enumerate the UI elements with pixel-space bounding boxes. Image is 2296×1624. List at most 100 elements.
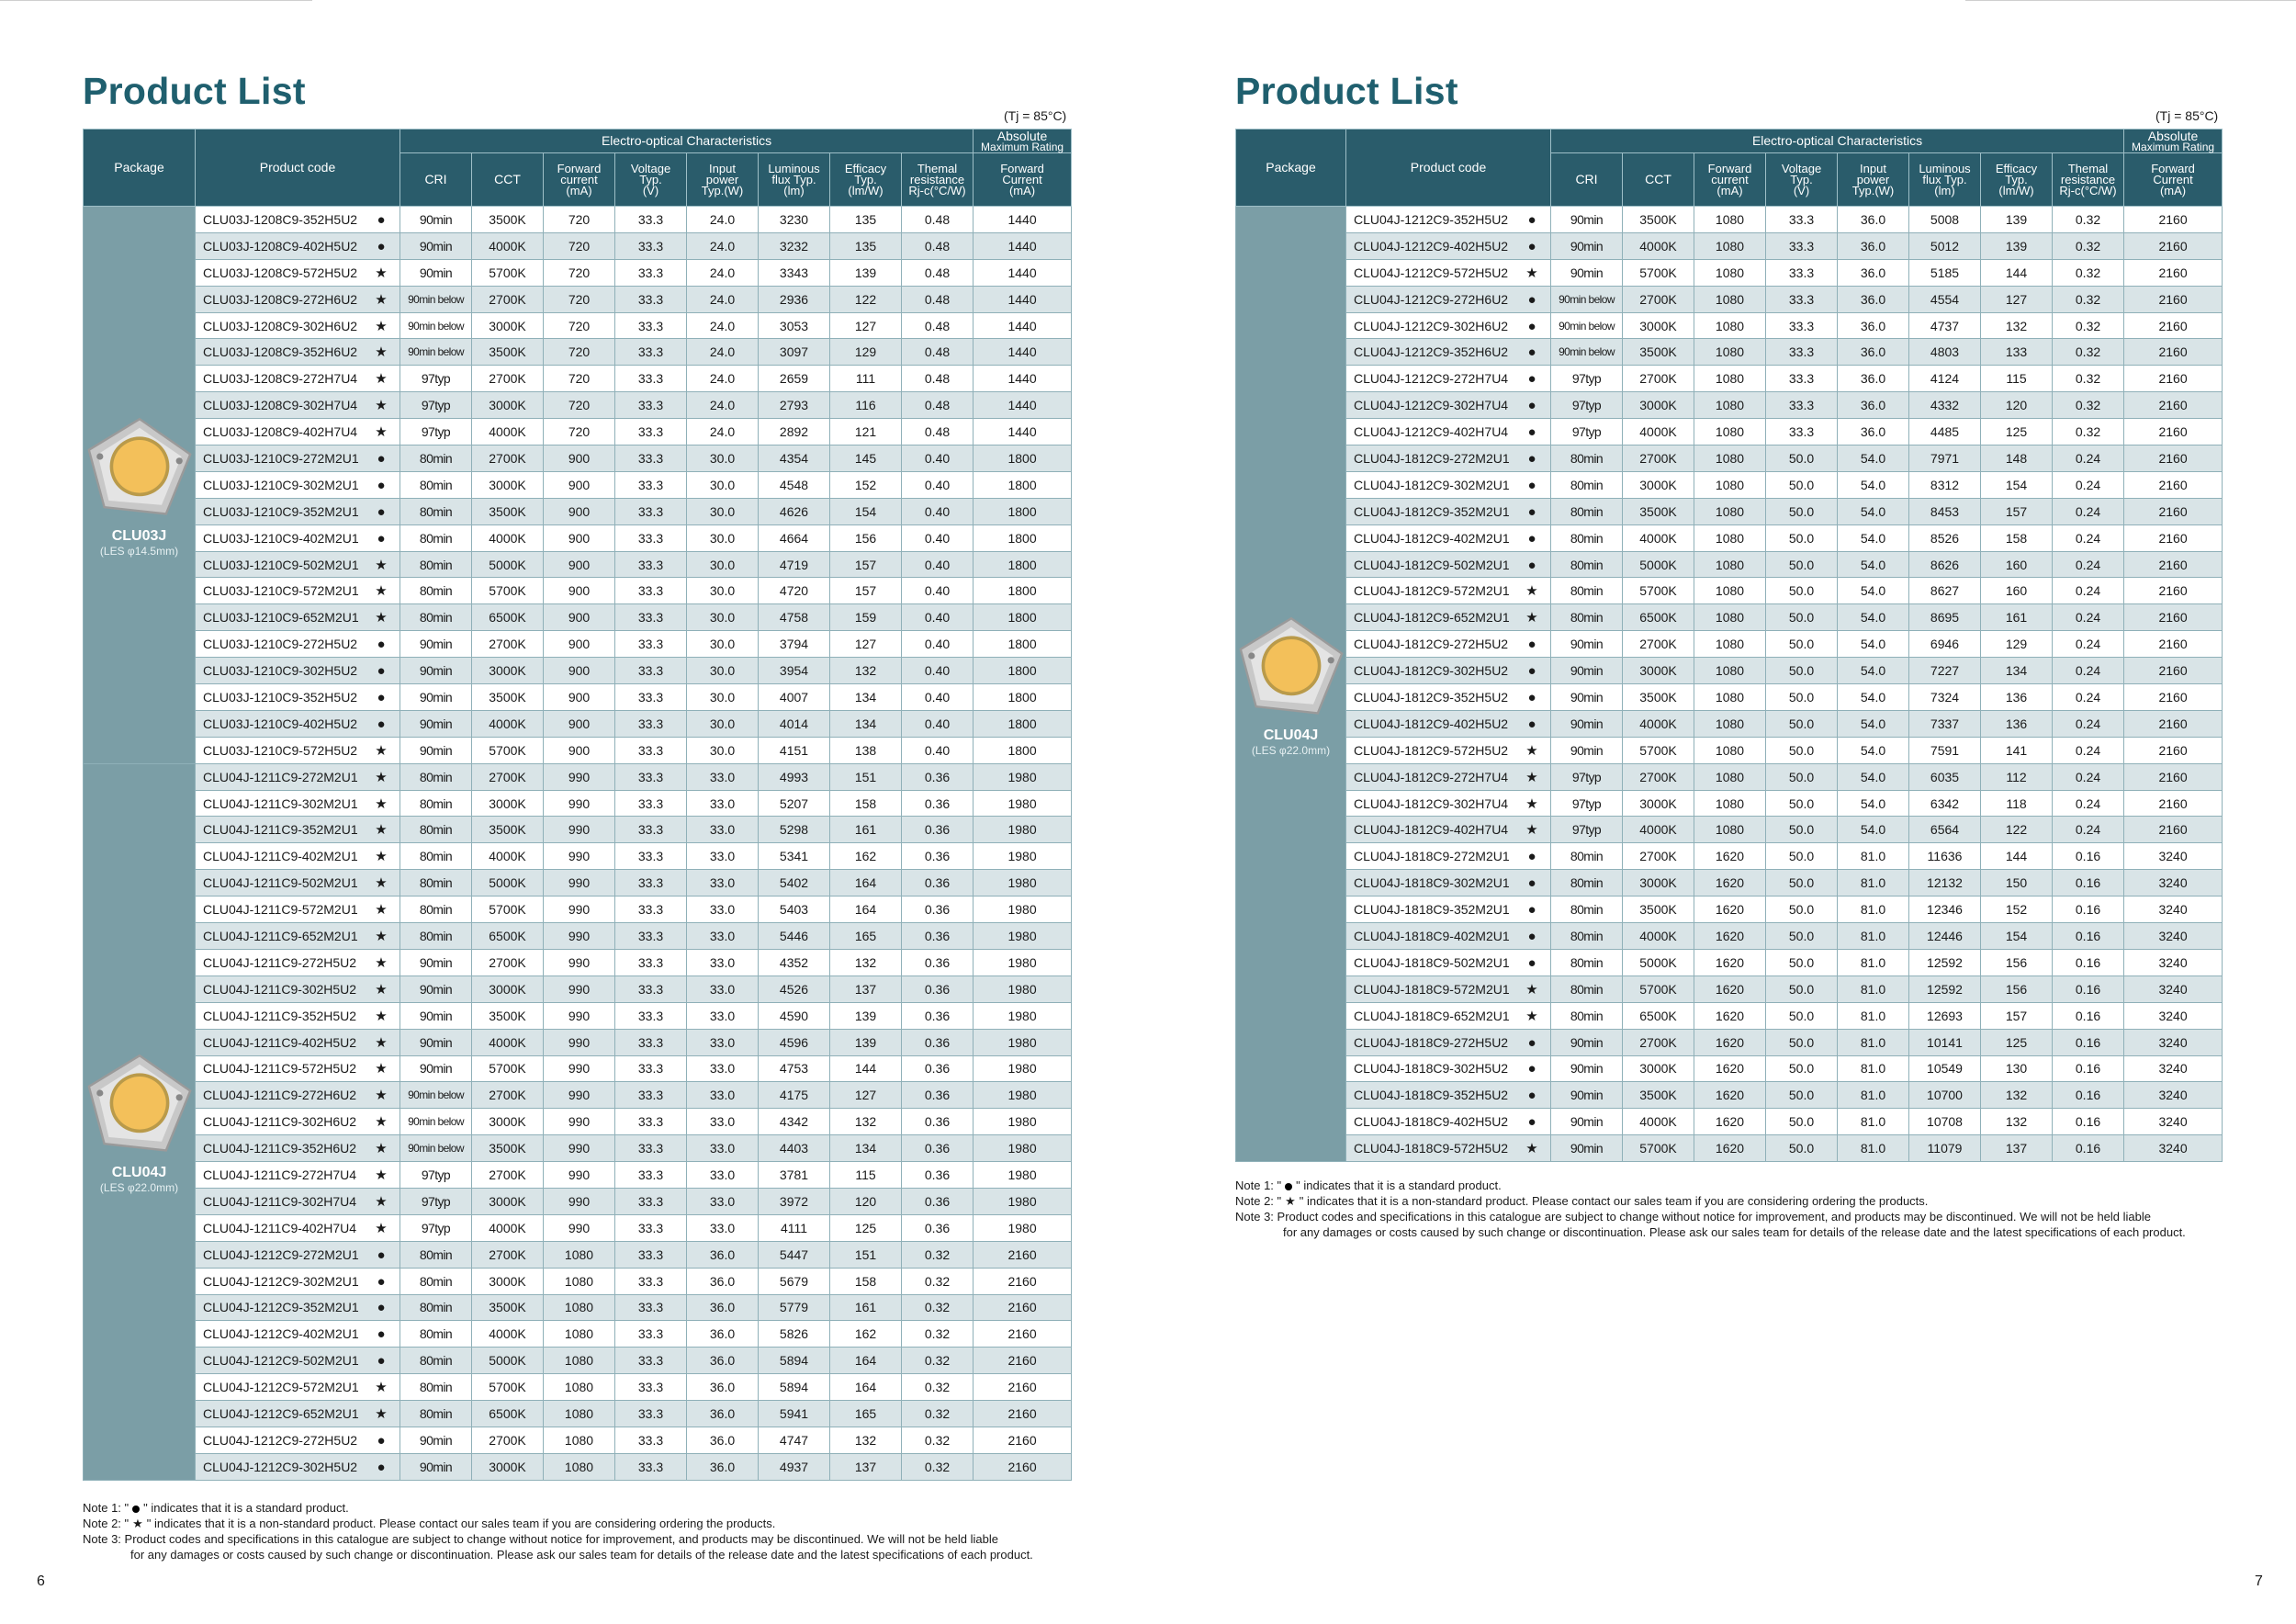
voltage-cell: 33.3 — [614, 1161, 687, 1189]
luminous-flux-cell: 5779 — [758, 1293, 830, 1322]
cri-cell: 80min — [1550, 896, 1623, 924]
non-standard-product-icon: ★ — [1525, 822, 1538, 839]
table-row: CLU04J-1211C9-502M2U1 ★ 80min 5000K 990 33.3 3… — [84, 869, 1073, 897]
thermal-resistance-cell: 0.32 — [900, 1373, 974, 1402]
luminous-flux-cell: 5894 — [758, 1347, 830, 1375]
cri-cell: 90min — [1550, 630, 1623, 659]
non-standard-product-icon: ★ — [375, 424, 388, 441]
abs-forward-current-cell: 1980 — [973, 1081, 1073, 1110]
cct-cell: 4000K — [1622, 1108, 1694, 1136]
forward-current-cell: 720 — [543, 338, 615, 367]
voltage-cell: 33.3 — [614, 762, 687, 791]
product-code: CLU04J-1212C9-302H6U2 — [1354, 318, 1509, 333]
standard-product-icon: ● — [377, 1353, 386, 1370]
thermal-resistance-cell: 0.24 — [2051, 470, 2125, 499]
abs-forward-current-cell: 2160 — [2123, 391, 2223, 420]
efficacy-cell: 135 — [829, 231, 902, 260]
header-package: Package — [1235, 129, 1346, 207]
cct-cell: 6500K — [471, 1400, 544, 1427]
luminous-flux-cell: 4342 — [758, 1108, 830, 1136]
cri-cell: 90min — [400, 948, 472, 976]
standard-product-icon: ● — [1527, 503, 1536, 520]
product-code: CLU04J-1212C9-652M2U1 — [203, 1406, 359, 1422]
luminous-flux-cell: 4719 — [758, 550, 830, 579]
table-row: CLU03J-1210C9-302H5U2 ● 90min 3000K 900 33.3 3… — [84, 657, 1073, 685]
thermal-resistance-cell: 0.32 — [900, 1240, 974, 1269]
product-code: CLU04J-1211C9-302H5U2 — [203, 981, 357, 997]
voltage-cell: 33.3 — [614, 736, 687, 764]
table-row: CLU04J-1818C9-302M2U1 ● 80min 3000K 1620 50.0… — [1236, 869, 2223, 897]
cri-cell: 80min — [400, 1240, 472, 1269]
forward-current-cell: 1080 — [543, 1267, 615, 1295]
thermal-resistance-cell: 0.32 — [900, 1452, 974, 1481]
efficacy-cell: 154 — [1980, 470, 2053, 499]
abs-forward-current-cell: 1440 — [973, 391, 1073, 420]
abs-forward-current-cell: 2160 — [973, 1426, 1073, 1454]
cct-cell: 3000K — [1622, 869, 1694, 897]
standard-product-icon: ● — [377, 211, 386, 228]
luminous-flux-cell: 4554 — [1908, 285, 1981, 313]
cct-cell: 2700K — [1622, 762, 1694, 791]
input-power-cell: 36.0 — [1837, 206, 1909, 233]
cri-cell: 80min — [400, 445, 472, 472]
thermal-resistance-cell: 0.48 — [900, 418, 974, 446]
product-code-cell: CLU03J-1208C9-572H5U2 ★ — [195, 258, 400, 287]
abs-forward-current-cell: 2160 — [2123, 285, 2223, 313]
efficacy-cell: 120 — [1980, 391, 2053, 420]
efficacy-cell: 129 — [1980, 630, 2053, 659]
product-code: CLU03J-1208C9-352H6U2 — [203, 344, 358, 360]
input-power-cell: 33.0 — [686, 762, 759, 791]
note-1-text: " indicates that it is a standard produc… — [143, 1501, 349, 1515]
standard-product-icon: ● — [1527, 928, 1536, 944]
input-power-cell: 30.0 — [686, 524, 759, 552]
cri-cell: 90min below — [400, 338, 472, 367]
luminous-flux-cell: 3954 — [758, 657, 830, 685]
product-code: CLU03J-1210C9-272H5U2 — [203, 637, 358, 652]
cri-cell: 90min — [1550, 258, 1623, 287]
table-row: CLU04J-1212C9-402M2U1 ● 80min 4000K 1080 33.3… — [84, 1320, 1073, 1348]
voltage-cell: 33.3 — [614, 896, 687, 924]
input-power-cell: 24.0 — [686, 206, 759, 233]
abs-forward-current-cell: 2160 — [973, 1293, 1073, 1322]
product-code: CLU04J-1211C9-402M2U1 — [203, 849, 358, 864]
table-row: CLU04J (LES φ22.0mm) CLU04J-1212C9-352H5U2… — [1235, 205, 2223, 1163]
input-power-cell: 54.0 — [1837, 603, 1909, 632]
forward-current-cell: 1080 — [1694, 789, 1766, 818]
input-power-cell: 33.0 — [686, 816, 759, 844]
product-code-cell: CLU04J-1212C9-572H5U2 ★ — [1345, 258, 1551, 287]
product-code: CLU04J-1812C9-572H5U2 — [1354, 742, 1509, 758]
header-abs-forward-current: Forward Current (mA) — [973, 152, 1073, 207]
header-voltage-line: Voltage — [630, 161, 671, 175]
cct-cell: 3500K — [1622, 683, 1694, 711]
standard-product-icon: ● — [1527, 450, 1536, 467]
product-code-cell: CLU04J-1812C9-302M2U1 ● — [1345, 470, 1551, 499]
abs-forward-current-cell: 3240 — [2123, 1001, 2223, 1030]
forward-current-cell: 990 — [543, 1161, 615, 1189]
page-left: Product List (Tj = 85°C) Package Product … — [37, 70, 1073, 1589]
cri-cell: 80min — [400, 1347, 472, 1375]
abs-forward-current-cell: 3240 — [2123, 869, 2223, 897]
input-power-cell: 33.0 — [686, 1187, 759, 1215]
note-1-prefix: Note 1: " — [1235, 1179, 1282, 1192]
header-voltage: Voltage Typ. (V) — [1765, 152, 1838, 207]
input-power-cell: 33.0 — [686, 789, 759, 818]
voltage-cell: 50.0 — [1765, 683, 1838, 711]
luminous-flux-cell: 4626 — [758, 497, 830, 525]
product-code: CLU04J-1812C9-352H5U2 — [1354, 689, 1509, 705]
product-code: CLU04J-1211C9-352H6U2 — [203, 1141, 357, 1156]
efficacy-cell: 141 — [1980, 736, 2053, 764]
table-row: CLU04J-1818C9-402M2U1 ● 80min 4000K 1620 50.0… — [1236, 922, 2223, 950]
forward-current-cell: 1080 — [1694, 470, 1766, 499]
non-standard-product-icon: ★ — [1525, 981, 1538, 998]
voltage-cell: 33.3 — [614, 1213, 687, 1242]
thermal-resistance-cell: 0.24 — [2051, 762, 2125, 791]
cct-cell: 3000K — [1622, 470, 1694, 499]
cct-cell: 3000K — [471, 311, 544, 340]
voltage-cell: 33.3 — [1765, 285, 1838, 313]
product-code: CLU04J-1212C9-352M2U1 — [203, 1300, 359, 1315]
product-code-cell: CLU04J-1212C9-302M2U1 ● — [195, 1267, 400, 1295]
cct-cell: 5000K — [1622, 550, 1694, 579]
product-code: CLU04J-1212C9-402H7U4 — [1354, 424, 1509, 440]
forward-current-cell: 1080 — [543, 1240, 615, 1269]
forward-current-cell: 900 — [543, 445, 615, 472]
